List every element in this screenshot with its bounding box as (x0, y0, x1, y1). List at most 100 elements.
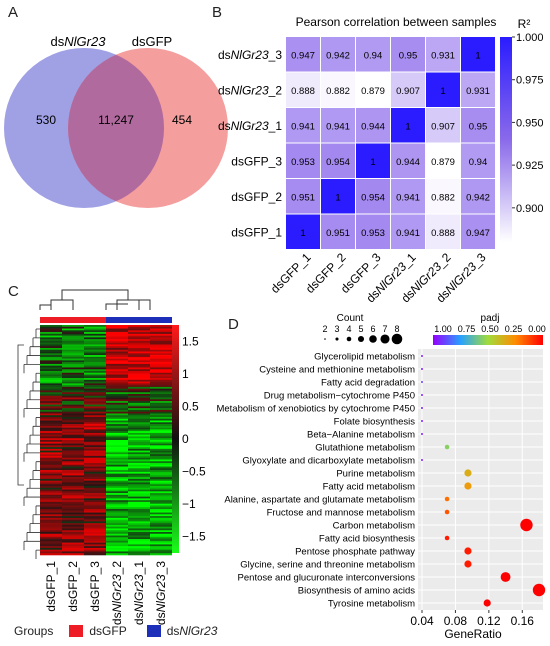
heatmap-c-cell (106, 383, 128, 386)
heatmap-c-cell (106, 365, 128, 368)
heatmap-c-cell (40, 376, 62, 379)
heatmap-c-cell (128, 335, 150, 338)
heatmap-c-cell (150, 443, 172, 446)
heatmap-c-cell (150, 431, 172, 434)
heatmap-c-cell (40, 535, 62, 538)
heatmap-c-cell (62, 484, 84, 487)
heatmap-c-cell (150, 441, 172, 444)
heatmap-c-cell (40, 478, 62, 481)
heatmap-c-cell (106, 482, 128, 485)
heatmap-c-cell (150, 540, 172, 543)
heatmap-c-cell (62, 394, 84, 397)
heatmap-c-cell (40, 519, 62, 522)
heatmap-c-cell (150, 411, 172, 414)
heatmap-c-cell (40, 422, 62, 425)
heatmap-c-cell (150, 371, 172, 374)
heatmap-c-cell (84, 493, 106, 496)
heatmap-c-cell (128, 372, 150, 375)
heatmap-c-cell (128, 532, 150, 535)
heatmap-c-cell (128, 381, 150, 384)
heatmap-c-cell (40, 351, 62, 354)
heatmap-b-cell (426, 37, 460, 72)
heatmap-c-cell (150, 454, 172, 457)
dotplot-category-label: Pentose and glucuronate interconversions (238, 573, 416, 584)
heatmap-c-cell (106, 353, 128, 356)
heatmap-c-cell (128, 374, 150, 377)
dotplot-category-label: Biosynthesis of amino acids (298, 586, 415, 597)
heatmap-c-cell (106, 477, 128, 480)
heatmap-c-cell (128, 432, 150, 435)
heatmap-c-cell (128, 392, 150, 395)
heatmap-c-cell (106, 459, 128, 462)
heatmap-c-cell (40, 457, 62, 460)
dotplot-category-label: Glyoxylate and dicarboxylate metabolism (242, 456, 415, 467)
heatmap-b-cell-value: 0.942 (466, 192, 490, 203)
heatmap-c-cell (84, 333, 106, 336)
heatmap-c-cell (40, 471, 62, 474)
heatmap-c-cell (40, 369, 62, 372)
heatmap-b-cell-value: 0.953 (291, 157, 315, 168)
heatmap-c-cell (106, 397, 128, 400)
dotplot-size-legend-label: 5 (358, 324, 363, 334)
heatmap-c-cell (40, 443, 62, 446)
heatmap-c-cell (84, 486, 106, 489)
heatmap-b-cell-value: 0.944 (396, 157, 420, 168)
heatmap-c-cell (128, 443, 150, 446)
heatmap-c-cell (62, 457, 84, 460)
heatmap-c-cell (62, 401, 84, 404)
heatmap-c-cell (150, 351, 172, 354)
heatmap-c-cell (84, 512, 106, 515)
heatmap-c-cell (62, 553, 84, 556)
heatmap-c-cell (40, 333, 62, 336)
heatmap-c-cell (106, 517, 128, 520)
heatmap-c-cell (62, 532, 84, 535)
heatmap-c-cell (128, 355, 150, 358)
heatmap-c-cell (128, 547, 150, 550)
heatmap-c-cell (84, 530, 106, 533)
heatmap-b-cell (286, 179, 320, 214)
heatmap-c-cell (128, 332, 150, 335)
heatmap-c-cell (40, 383, 62, 386)
heatmap-c-cell (40, 501, 62, 504)
heatmap-c-cell (150, 337, 172, 340)
heatmap-c-cell (150, 356, 172, 359)
heatmap-c-cell (106, 440, 128, 443)
heatmap-c-cell (128, 498, 150, 501)
groups-legend-title: Groups (14, 624, 54, 638)
heatmap-c-cell (84, 461, 106, 464)
heatmap-c-cell (128, 427, 150, 430)
dotplot-padj-legend-label: 0.75 (458, 324, 476, 334)
heatmap-c-cell (150, 397, 172, 400)
heatmap-c-cell (128, 517, 150, 520)
heatmap-c-cell (150, 445, 172, 448)
heatmap-c-cell (150, 399, 172, 402)
heatmap-c-col-label: dsGFP_1 (44, 561, 58, 612)
heatmap-c-cell (150, 501, 172, 504)
heatmap-b-cell (461, 72, 495, 107)
heatmap-b-cell-value: 0.947 (291, 50, 315, 61)
dotplot-x-tick-label: 0.04 (410, 614, 434, 628)
heatmap-c-cell (106, 408, 128, 411)
heatmap-c-cell (40, 418, 62, 421)
heatmap-b-cell-value: 0.951 (326, 228, 350, 239)
dotplot-size-legend-dot (357, 335, 365, 343)
heatmap-c-cell (150, 489, 172, 492)
heatmap-c-cell (62, 409, 84, 412)
heatmap-c-cell (40, 509, 62, 512)
heatmap-c-cell (84, 417, 106, 420)
heatmap-c-cell (106, 411, 128, 414)
heatmap-c-cell (106, 547, 128, 550)
heatmap-c-cell (128, 530, 150, 533)
heatmap-c-cell (128, 378, 150, 381)
heatmap-c-cell (150, 510, 172, 513)
heatmap-c-cell (128, 342, 150, 345)
heatmap-c-cell (84, 348, 106, 351)
heatmap-c-cell (84, 379, 106, 382)
heatmap-c-cell (62, 517, 84, 520)
heatmap-c-cell (106, 339, 128, 342)
heatmap-c-cell (150, 390, 172, 393)
heatmap-c-cell (128, 466, 150, 469)
heatmap-c-cell (84, 360, 106, 363)
heatmap-c-cell (106, 540, 128, 543)
heatmap-c-cell (150, 381, 172, 384)
